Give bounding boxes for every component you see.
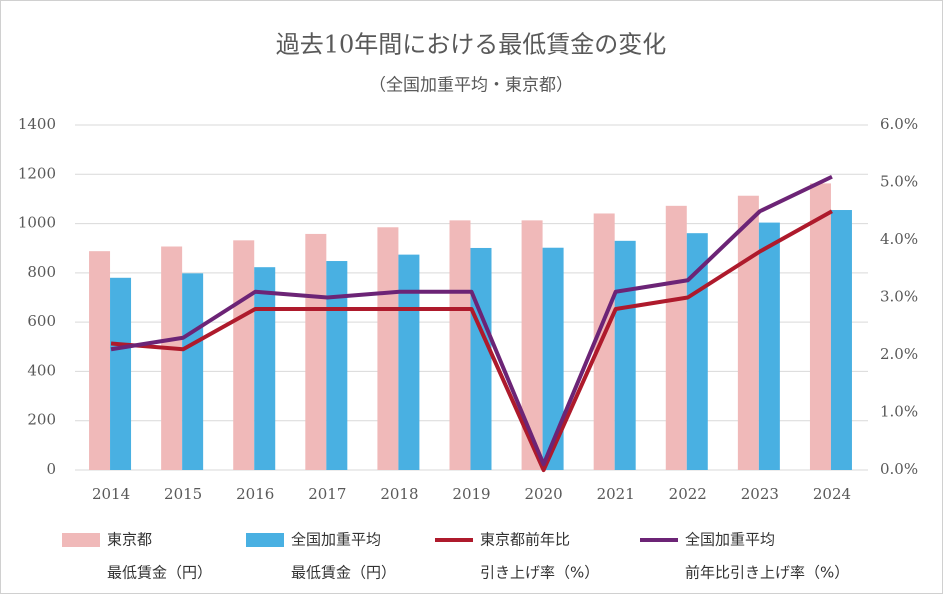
y-tick-label: 400 xyxy=(27,361,56,379)
y2-tick-label: 5.0% xyxy=(880,173,918,191)
legend-label: 引き上げ率（%） xyxy=(480,564,599,582)
legend-label: 全国加重平均 xyxy=(291,531,381,549)
legend-swatch xyxy=(62,533,100,547)
bar xyxy=(110,277,132,470)
bar xyxy=(254,267,276,470)
x-tick-label: 2014 xyxy=(92,485,130,503)
bar xyxy=(830,210,852,470)
line-series xyxy=(110,209,833,472)
x-tick-label: 2015 xyxy=(164,485,202,503)
chart-title: 過去10年間における最低賃金の変化 xyxy=(276,31,667,59)
bar xyxy=(665,205,687,471)
legend-label: 最低賃金（円） xyxy=(107,564,212,582)
bar xyxy=(521,220,543,470)
bar xyxy=(449,220,471,470)
y2-tick-label: 0.0% xyxy=(880,460,918,478)
y-tick-label: 600 xyxy=(27,312,56,330)
x-tick-label: 2017 xyxy=(308,485,346,503)
bar xyxy=(542,247,564,470)
bar xyxy=(614,240,636,470)
y2-tick-label: 1.0% xyxy=(880,403,918,421)
legend-label: 最低賃金（円） xyxy=(291,564,396,582)
bar xyxy=(809,183,831,470)
legend-label: 東京都 xyxy=(107,531,152,549)
bar xyxy=(377,227,399,470)
x-tick-label: 2019 xyxy=(452,485,490,503)
y2-tick-label: 4.0% xyxy=(880,230,918,248)
y-tick-label: 1000 xyxy=(18,214,56,232)
bar xyxy=(89,251,111,470)
y-tick-label: 800 xyxy=(27,263,56,281)
y-tick-label: 1200 xyxy=(18,164,56,182)
bar xyxy=(737,195,759,470)
bar xyxy=(758,222,780,470)
y-tick-label: 1400 xyxy=(18,115,56,133)
bar xyxy=(326,261,348,470)
y-tick-label: 200 xyxy=(27,411,56,429)
legend-label: 前年比引き上げ率（%） xyxy=(685,564,849,582)
y-tick-label: 0 xyxy=(46,460,56,478)
legend-swatch xyxy=(246,533,284,547)
x-tick-label: 2022 xyxy=(669,485,707,503)
legend-label: 東京都前年比 xyxy=(480,531,570,549)
bar xyxy=(233,240,255,470)
x-tick-label: 2024 xyxy=(813,485,851,503)
x-tick-label: 2016 xyxy=(236,485,274,503)
x-tick-label: 2021 xyxy=(597,485,635,503)
y2-tick-label: 6.0% xyxy=(880,115,918,133)
x-tick-label: 2020 xyxy=(524,485,562,503)
bar xyxy=(470,247,492,470)
y2-tick-label: 2.0% xyxy=(880,345,918,363)
x-tick-label: 2023 xyxy=(741,485,779,503)
line-series xyxy=(110,174,833,467)
bar xyxy=(161,246,183,470)
bar xyxy=(305,233,327,470)
bar xyxy=(182,273,204,470)
bar xyxy=(686,233,708,470)
x-tick-label: 2018 xyxy=(380,485,418,503)
legend-label: 全国加重平均 xyxy=(685,531,775,549)
y2-tick-label: 3.0% xyxy=(880,288,918,306)
chart-subtitle: （全国加重平均・東京都） xyxy=(369,76,573,96)
bar xyxy=(593,213,615,471)
bar xyxy=(398,254,420,470)
